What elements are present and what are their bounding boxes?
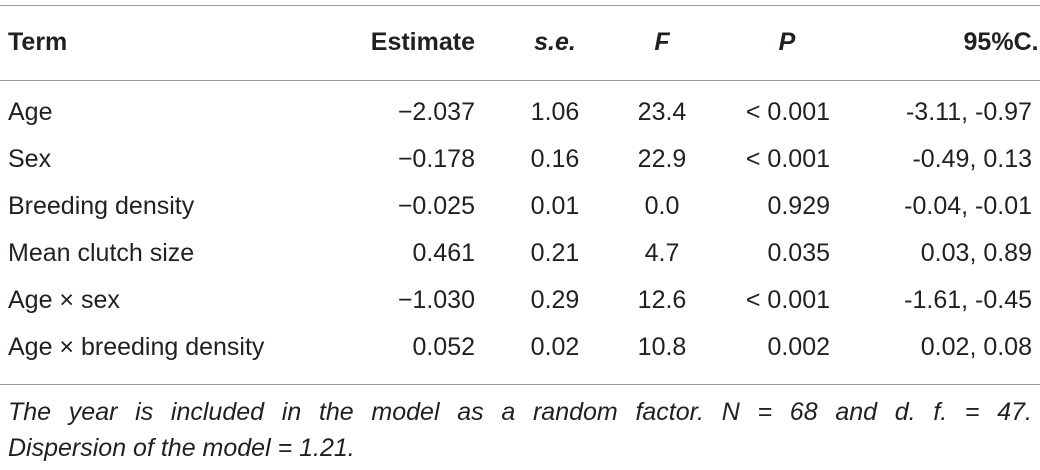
- row-label: Breeding density: [8, 192, 195, 220]
- table-cell: 0.02, 0.08: [920, 333, 1032, 361]
- table-cell: 0.929: [767, 192, 830, 220]
- table-cell: 0.002: [767, 333, 830, 361]
- table-cell: < 0.001: [745, 98, 830, 126]
- row-label: Mean clutch size: [8, 239, 195, 267]
- table-cell: 0.16: [530, 145, 580, 173]
- table-cell: 0.01: [530, 192, 580, 220]
- table-cell: 0.03, 0.89: [920, 239, 1032, 267]
- table-cell: 10.8: [637, 333, 687, 361]
- table-cell: −1.030: [397, 286, 475, 314]
- row-label: Sex: [8, 145, 52, 173]
- table-cell: -0.04, -0.01: [904, 192, 1032, 220]
- table-cell: 0.461: [412, 239, 475, 267]
- footnote: Dispersion of the model = 1.21.: [8, 434, 355, 462]
- table-cell: −2.037: [397, 98, 475, 126]
- header-cell: F: [654, 28, 670, 56]
- table-cell: −0.025: [397, 192, 475, 220]
- row-label: Age: [8, 98, 53, 126]
- header-rule: [0, 80, 1040, 81]
- bottom-rule: [0, 384, 1040, 385]
- table-cell: 0.0: [644, 192, 680, 220]
- table-cell: -1.61, -0.45: [904, 286, 1032, 314]
- table-cell: < 0.001: [745, 286, 830, 314]
- table-cell: 0.02: [530, 333, 580, 361]
- table-cell: -0.49, 0.13: [912, 145, 1032, 173]
- table-cell: < 0.001: [745, 145, 830, 173]
- table-cell: -3.11, -0.97: [905, 98, 1032, 126]
- header-cell: Term: [8, 28, 68, 56]
- row-label: Age × sex: [8, 286, 120, 314]
- table-cell: 0.21: [530, 239, 580, 267]
- header-cell: P: [778, 28, 796, 56]
- header-cell: Estimate: [370, 28, 475, 56]
- table-cell: 0.29: [530, 286, 580, 314]
- table-cell: 12.6: [637, 286, 687, 314]
- table-cell: 1.06: [530, 98, 580, 126]
- row-label: Age × breeding density: [8, 333, 265, 361]
- table-cell: 4.7: [644, 239, 680, 267]
- header-cell: s.e.: [534, 28, 576, 56]
- table-cell: 0.035: [767, 239, 830, 267]
- header-cell: 95%C.I.: [963, 28, 1040, 56]
- table-cell: 23.4: [637, 98, 687, 126]
- footnote: The year is included in the model as a r…: [8, 398, 1032, 426]
- top-rule: [0, 5, 1040, 6]
- table-cell: 0.052: [412, 333, 475, 361]
- table-cell: −0.178: [397, 145, 475, 173]
- table-cell: 22.9: [637, 145, 687, 173]
